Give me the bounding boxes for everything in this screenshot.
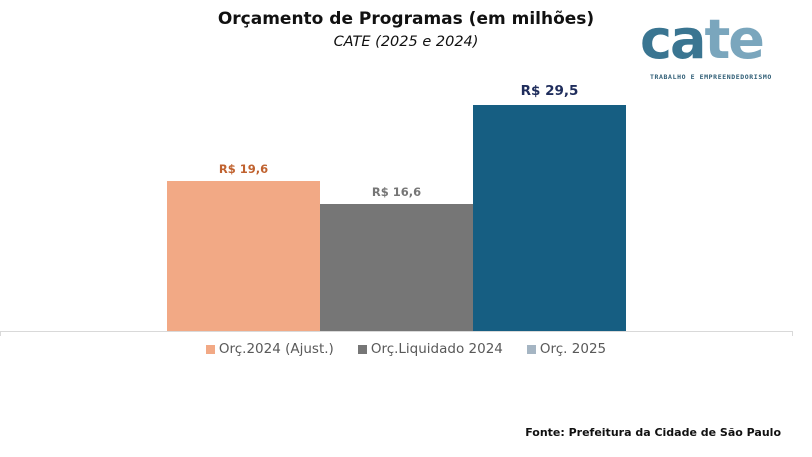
cate-logo: cate TRABALHO E EMPREENDEDORISMO	[640, 12, 780, 88]
chart-title: Orçamento de Programas (em milhões)	[217, 9, 595, 29]
legend-item-orc-2024-ajust[interactable]: Orç.2024 (Ajust.)	[205, 341, 334, 357]
data-label: R$ 16,6	[371, 185, 422, 199]
data-label: R$ 19,6	[218, 162, 269, 176]
legend-swatch-icon	[357, 344, 367, 354]
logo-word-light: te	[704, 8, 764, 71]
legend-label: Orç.2024 (Ajust.)	[218, 341, 334, 357]
x-axis-line	[0, 331, 793, 332]
legend-label: Orç. 2025	[539, 341, 607, 357]
legend-item-orc-2025[interactable]: Orç. 2025	[526, 341, 607, 357]
logo-tagline: TRABALHO E EMPREENDEDORISMO	[650, 73, 772, 81]
logo-wordmark: cate	[640, 12, 765, 68]
bar-3[interactable]	[473, 105, 626, 331]
legend-item-orc-liquidado-2024[interactable]: Orç.Liquidado 2024	[357, 341, 503, 357]
legend-swatch-icon	[205, 344, 215, 354]
chart-legend: Orç.2024 (Ajust.) Orç.Liquidado 2024 Orç…	[0, 341, 812, 357]
source-note: Fonte: Prefeitura da Cidade de São Paulo	[525, 426, 781, 439]
legend-swatch-icon	[526, 344, 536, 354]
x-axis-tick	[0, 331, 1, 336]
legend-label: Orç.Liquidado 2024	[370, 341, 503, 357]
logo-word-dark: ca	[640, 8, 706, 71]
chart-subtitle: CATE (2025 e 2024)	[333, 34, 479, 50]
x-axis-tick	[792, 331, 793, 336]
bar-1[interactable]	[167, 181, 320, 331]
data-label: R$ 29,5	[520, 83, 579, 99]
bar-2[interactable]	[320, 204, 473, 331]
